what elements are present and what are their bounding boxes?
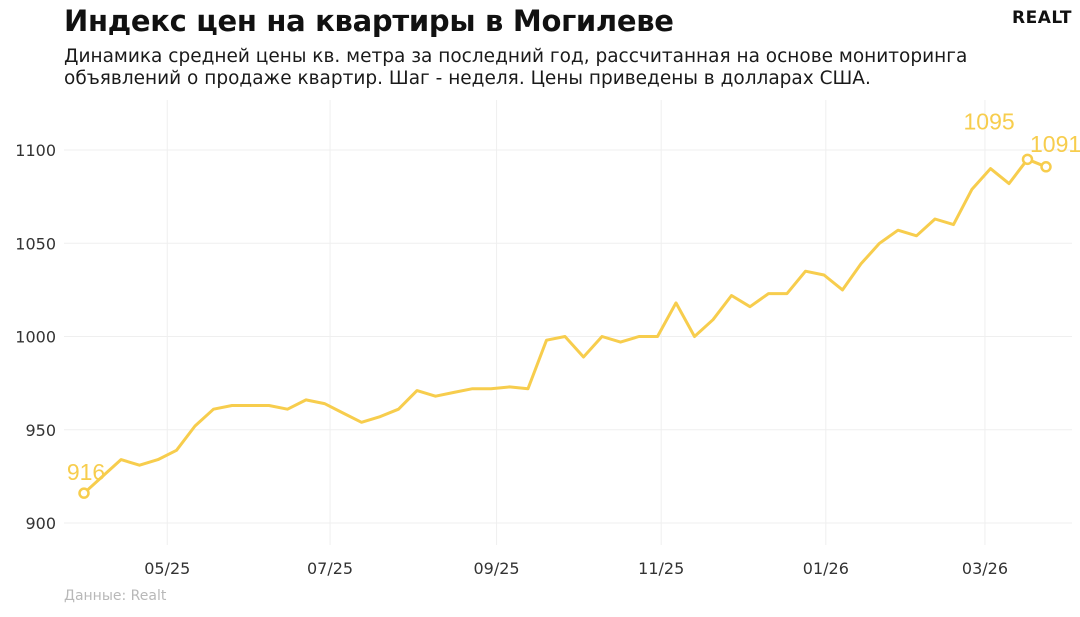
data-label: 1091 bbox=[1030, 131, 1080, 157]
y-axis-ticks: 900 950 1000 1050 1100 bbox=[15, 141, 56, 533]
data-labels: 916 1095 1091 bbox=[67, 108, 1080, 485]
y-tick-label: 1000 bbox=[15, 328, 56, 347]
x-axis-ticks: 05/25 07/25 09/25 11/25 01/26 03/26 bbox=[144, 559, 1008, 578]
data-label: 916 bbox=[67, 459, 105, 485]
chart-subtitle: Динамика средней цены кв. метра за после… bbox=[64, 46, 968, 89]
price-series-line[interactable] bbox=[82, 157, 1048, 495]
chart-title: Индекс цен на квартиры в Могилеве bbox=[64, 4, 674, 38]
data-point-marker[interactable] bbox=[1021, 153, 1034, 166]
series-layer bbox=[78, 153, 1052, 499]
data-label: 1095 bbox=[964, 108, 1015, 134]
data-point-marker[interactable] bbox=[1040, 161, 1052, 173]
y-tick-label: 950 bbox=[25, 421, 56, 440]
data-source: Данные: Realt bbox=[64, 588, 167, 604]
x-tick-label: 09/25 bbox=[473, 559, 519, 578]
realt-logo[interactable]: REALT bbox=[1012, 8, 1072, 28]
x-tick-label: 07/25 bbox=[307, 559, 353, 578]
y-tick-label: 1100 bbox=[15, 141, 56, 160]
x-tick-label: 05/25 bbox=[144, 559, 190, 578]
grid-lines bbox=[64, 100, 1072, 545]
x-tick-label: 03/26 bbox=[962, 559, 1008, 578]
x-tick-label: 11/25 bbox=[638, 559, 684, 578]
y-tick-label: 900 bbox=[25, 514, 56, 533]
data-point-marker[interactable] bbox=[78, 487, 90, 499]
y-tick-label: 1050 bbox=[15, 234, 56, 253]
x-tick-label: 01/26 bbox=[803, 559, 849, 578]
